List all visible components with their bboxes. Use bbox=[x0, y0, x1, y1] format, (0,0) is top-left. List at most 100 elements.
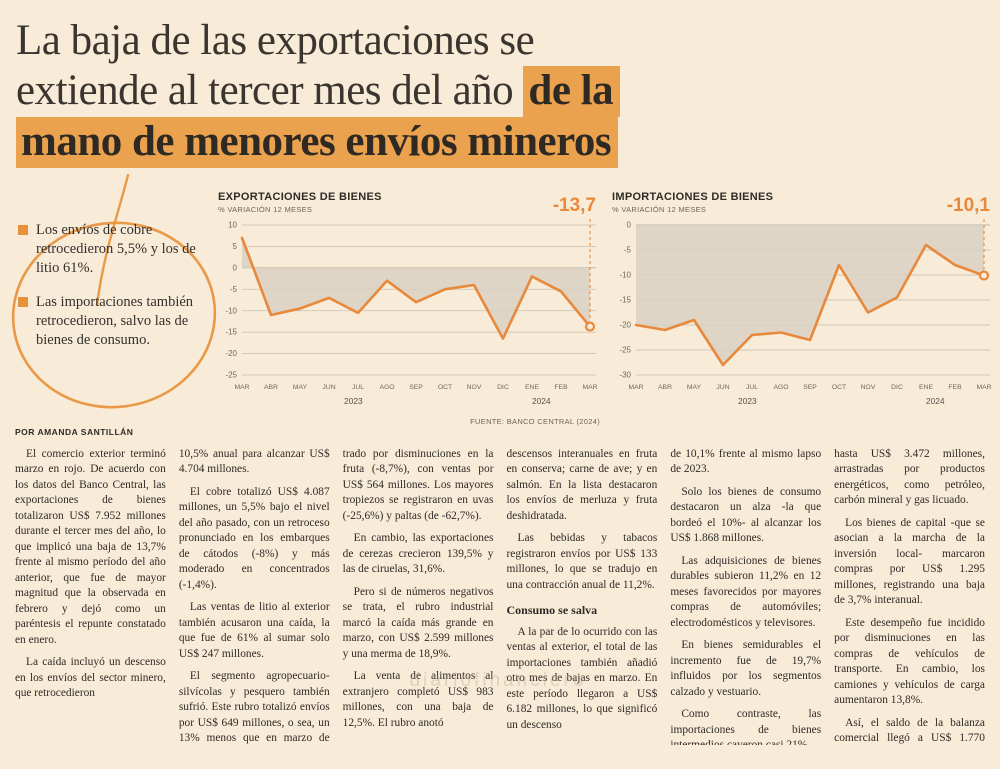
article-column: hasta US$ 3.472 millones, arrastradas po… bbox=[834, 447, 985, 745]
x-tick-label: SEP bbox=[803, 384, 817, 391]
x-tick-label: ABR bbox=[264, 384, 278, 391]
article-paragraph: Así, el saldo de la balanza comercial ll… bbox=[834, 716, 985, 745]
article-column: de 10,1% frente al mismo lapso de 2023. S… bbox=[670, 447, 821, 745]
article-paragraph: En bienes semidurables el incremento fue… bbox=[670, 639, 822, 698]
y-tick-label: -5 bbox=[230, 285, 238, 294]
y-tick-label: -15 bbox=[225, 328, 237, 337]
x-tick-label: MAY bbox=[687, 384, 702, 391]
x-tick-label: JUL bbox=[352, 384, 364, 391]
section-subhead: Consumo se salva bbox=[506, 603, 598, 618]
x-tick-label: NOV bbox=[467, 384, 482, 391]
y-tick-label: -10 bbox=[225, 306, 237, 315]
y-tick-label: -25 bbox=[225, 370, 237, 379]
x-tick-label: ABR bbox=[658, 384, 672, 391]
y-tick-label: 10 bbox=[228, 220, 237, 229]
article-column: descensos interanuales en fruta en conse… bbox=[506, 447, 657, 745]
article-paragraph: descensos interanuales en fruta en conse… bbox=[506, 447, 658, 522]
x-tick-label: JUN bbox=[322, 384, 335, 391]
article-paragraph: Como contraste, las importaciones de bie… bbox=[670, 708, 822, 745]
end-point-marker bbox=[584, 321, 596, 332]
x-tick-label: ENE bbox=[919, 384, 933, 391]
bullet-item: Los envíos de cobre retrocedieron 5,5% y… bbox=[18, 221, 204, 278]
chart-title: EXPORTACIONES DE BIENES bbox=[218, 190, 382, 203]
bullet-text: Las importaciones también retrocedieron,… bbox=[36, 294, 194, 349]
hand-drawn-circle-annotation bbox=[11, 173, 217, 409]
year-label: 2024 bbox=[926, 396, 945, 406]
article-paragraph: Este desempeño fue incidido por disminuc… bbox=[834, 616, 985, 707]
x-tick-label: FEB bbox=[554, 384, 568, 391]
article-paragraph: La venta de alimentos al extranjero comp… bbox=[342, 670, 494, 729]
article-paragraph: Las bebidas y tabacos registraron envíos… bbox=[506, 532, 658, 591]
article-paragraph: 10,5% anual para alcanzar US$ 4.704 mill… bbox=[178, 447, 330, 476]
y-tick-label: -20 bbox=[619, 320, 631, 329]
article-column: El comercio exterior terminó marzo en ro… bbox=[15, 447, 166, 745]
line-chart: 0 -5 -10 -15 -20 -25 -30 MAR ABR MAY JUN JUL AGO SEP O… bbox=[619, 218, 992, 406]
article-paragraph: de 10,1% frente al mismo lapso de 2023. bbox=[670, 447, 822, 476]
bullet-square-icon bbox=[18, 297, 28, 308]
x-tick-label: FEB bbox=[948, 384, 962, 391]
year-label: 2023 bbox=[344, 396, 363, 406]
x-tick-label: MAR bbox=[628, 384, 643, 391]
y-tick-label: 0 bbox=[627, 220, 632, 229]
x-tick-label: AGO bbox=[379, 384, 394, 391]
x-tick-label: AGO bbox=[773, 384, 788, 391]
x-tick-label: ENE bbox=[525, 384, 539, 391]
headline-line-2: extiende al tercer mes del año bbox=[16, 67, 524, 115]
article-column: 10,5% anual para alcanzar US$ 4.704 mill… bbox=[179, 447, 330, 745]
article-paragraph: Pero si de números negativos se trata, e… bbox=[342, 585, 494, 660]
article-paragraph: Solo los bienes de consumo destacaron un… bbox=[670, 485, 822, 545]
x-tick-label: SEP bbox=[409, 384, 423, 391]
bullet-list: Los envíos de cobre retrocedieron 5,5% y… bbox=[18, 221, 204, 350]
article-paragraph: Los bienes de capital -que se asocian a … bbox=[834, 516, 985, 607]
bullet-text: Los envíos de cobre retrocedieron 5,5% y… bbox=[36, 221, 196, 276]
area-fill bbox=[636, 224, 984, 365]
y-tick-label: -10 bbox=[619, 270, 631, 279]
y-tick-label: -5 bbox=[624, 245, 632, 254]
article-body: POR AMANDA SANTILLÁN El comercio exterio… bbox=[0, 413, 1000, 745]
end-point-marker bbox=[978, 270, 990, 281]
y-tick-label: 5 bbox=[233, 242, 238, 251]
data-line bbox=[634, 243, 986, 367]
article-paragraph: Las ventas de litio al exterior también … bbox=[178, 601, 330, 660]
byline: POR AMANDA SANTILLÁN bbox=[15, 426, 134, 437]
headline-line-1: La baja de las exportaciones se bbox=[16, 17, 535, 64]
area-fill bbox=[242, 237, 590, 339]
article-paragraph: El comercio exterior terminó marzo en ro… bbox=[15, 447, 166, 646]
headline-highlight-1: de la bbox=[523, 66, 621, 118]
x-tick-label: NOV bbox=[861, 384, 876, 391]
chart-end-value: -13,7 bbox=[552, 194, 596, 216]
masthead: La baja de las exportaciones se extiende… bbox=[0, 0, 1000, 168]
article-paragraph: trado por disminuciones en la fruta (-8,… bbox=[342, 447, 494, 522]
x-tick-label: DIC bbox=[891, 384, 903, 391]
x-tick-label: OCT bbox=[438, 384, 452, 391]
article-paragraph: Las adquisiciones de bienes durables sub… bbox=[670, 554, 822, 629]
chart-subtitle: % VARIACIÓN 12 MESES bbox=[612, 204, 707, 214]
article-paragraph: La caída incluyó un descenso en los enví… bbox=[15, 656, 166, 700]
article-paragraph: El cobre totalizó US$ 4.087 millones, un… bbox=[178, 485, 330, 591]
x-tick-label: OCT bbox=[832, 384, 846, 391]
chart-end-value: -10,1 bbox=[946, 194, 990, 216]
y-tick-label: 0 bbox=[233, 263, 238, 272]
key-points-sidebar: Los envíos de cobre retrocedieron 5,5% y… bbox=[11, 173, 217, 413]
article-columns: El comercio exterior terminó marzo en ro… bbox=[15, 447, 985, 745]
bullet-square-icon bbox=[18, 224, 28, 235]
chart-title: IMPORTACIONES DE BIENES bbox=[612, 190, 774, 203]
content-row: Los envíos de cobre retrocedieron 5,5% y… bbox=[0, 173, 1000, 426]
y-tick-label: -30 bbox=[619, 370, 631, 379]
y-tick-label: -15 bbox=[619, 295, 631, 304]
x-tick-label: MAR bbox=[234, 384, 249, 391]
article-paragraph: A la par de lo ocurrido con las ventas a… bbox=[506, 625, 658, 731]
x-tick-label: MAY bbox=[293, 384, 308, 391]
x-tick-label: JUL bbox=[746, 384, 758, 391]
chart-subtitle: % VARIACIÓN 12 MESES bbox=[218, 204, 313, 214]
x-tick-label: MAR bbox=[582, 384, 597, 391]
chart-importaciones: IMPORTACIONES DE BIENES % VARIACIÓN 12 M… bbox=[612, 191, 998, 413]
data-line bbox=[240, 236, 592, 340]
year-label: 2024 bbox=[532, 396, 551, 406]
y-tick-label: -20 bbox=[225, 349, 237, 358]
x-tick-label: MAR bbox=[976, 384, 991, 391]
x-tick-label: JUN bbox=[716, 384, 729, 391]
article-column: trado por disminuciones en la fruta (-8,… bbox=[343, 447, 494, 745]
headline-highlight-2: mano de menores envíos mineros bbox=[16, 116, 619, 168]
